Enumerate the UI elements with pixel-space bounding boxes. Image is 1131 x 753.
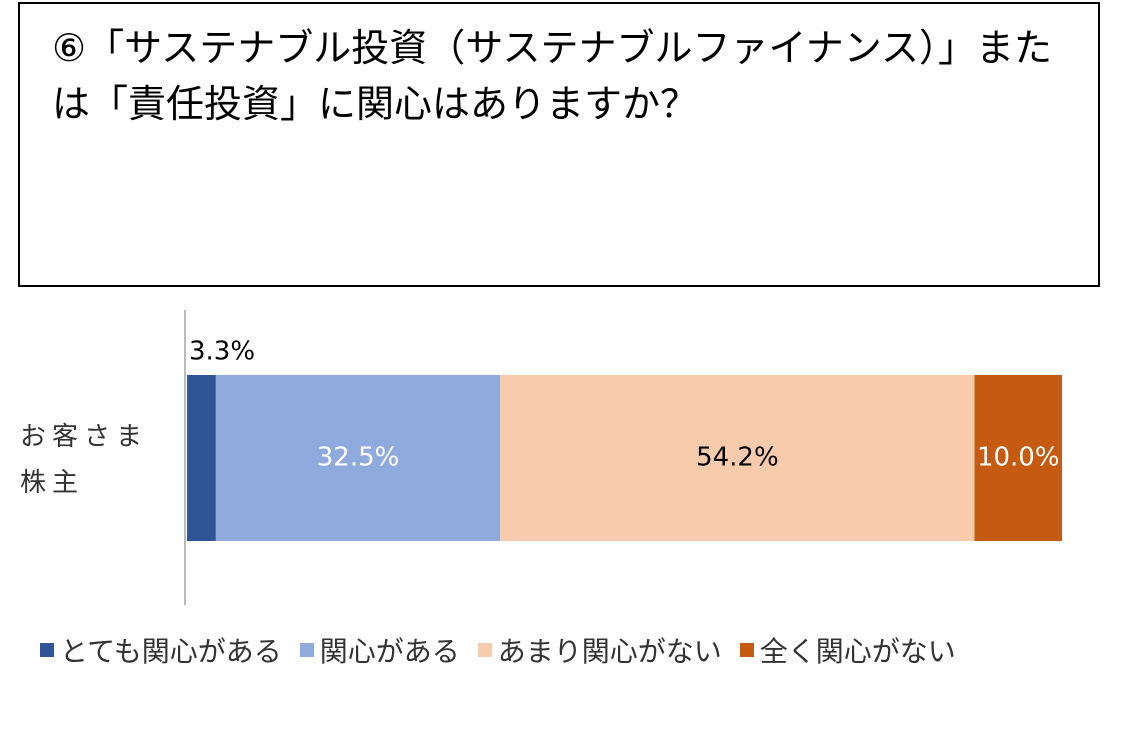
data-label: 10.0% [977, 443, 1060, 473]
legend-label: あまり関心がない [497, 635, 722, 668]
legend-label: とても関心がある [60, 635, 282, 668]
legend-item: とても関心がある [40, 630, 282, 670]
bar-segment [500, 375, 975, 541]
data-label: 3.3% [189, 337, 255, 367]
category-label: お客さま株主 [20, 422, 149, 498]
legend-swatch [40, 643, 54, 657]
data-label: 54.2% [696, 443, 779, 473]
legend-swatch [477, 643, 492, 657]
legend-item: 関心がある [299, 630, 460, 670]
legend-swatch [739, 643, 754, 657]
legend-swatch [299, 643, 314, 657]
legend: とても関心がある 関心がある あまり関心がない 全く関心がない [40, 630, 956, 670]
chart-title: ⑥「サステナブル投資（サステナブルファイナンス）」または「責任投資」に関心はあり… [18, 2, 1100, 287]
bar-segment [974, 375, 1062, 541]
legend-label: 全く関心がない [759, 635, 956, 668]
data-label: 32.5% [317, 443, 400, 473]
legend-item: あまり関心がない [477, 630, 722, 670]
bar-segment [187, 375, 216, 541]
bar-segment [215, 375, 501, 541]
legend-label: 関心がある [319, 635, 460, 668]
legend-item: 全く関心がない [739, 630, 956, 670]
